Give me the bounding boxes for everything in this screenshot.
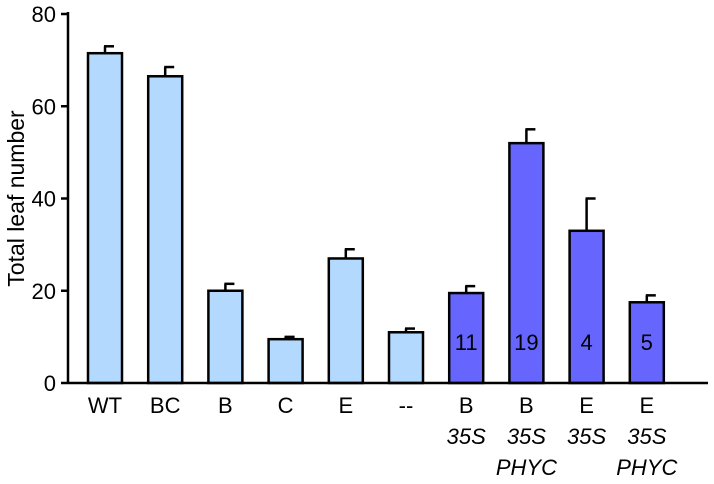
error-bars-group: [103, 45, 656, 340]
x-tick-label: B: [519, 393, 534, 418]
x-tick-label: E: [338, 393, 353, 418]
x-tick-label: 35S: [507, 424, 546, 449]
x-tick-label: BC: [150, 393, 181, 418]
y-tick-label: 40: [32, 187, 56, 212]
x-tick-label: E: [579, 393, 594, 418]
y-tick-label: 0: [44, 371, 56, 396]
x-tick-label: 35S: [567, 424, 606, 449]
bar-annotation: 4: [580, 330, 592, 355]
x-tick-label: B: [218, 393, 233, 418]
y-tick-label: 20: [32, 279, 56, 304]
y-tick-label: 60: [32, 94, 56, 119]
x-tick-label: WT: [88, 393, 122, 418]
bars-group: [86, 51, 666, 385]
bar: [207, 289, 244, 385]
bar: [86, 51, 124, 385]
bar: [146, 75, 184, 385]
bar: [267, 337, 304, 385]
bar: [387, 331, 425, 385]
y-tick-label: 80: [32, 2, 56, 27]
x-tick-label: B: [459, 393, 474, 418]
x-tick-label: 35S: [627, 424, 666, 449]
x-tick-label: C: [278, 393, 294, 418]
bar-annotation: 5: [641, 330, 653, 355]
bar-annotation: 19: [514, 330, 538, 355]
x-tick-label: PHYC: [496, 455, 557, 480]
x-tick-label: 35S: [447, 424, 486, 449]
bar: [327, 257, 365, 385]
x-tick-label: E: [639, 393, 654, 418]
bar: [568, 229, 605, 385]
y-ticks-group: 0 20 40 60 80: [32, 2, 68, 396]
y-axis-label: Total leaf number: [3, 110, 29, 287]
x-tick-label: PHYC: [616, 455, 677, 480]
bar-annotation: 11: [455, 330, 478, 355]
bar-annotations-group: 11 19 4 5: [455, 330, 653, 355]
x-tick-label: --: [399, 393, 414, 418]
